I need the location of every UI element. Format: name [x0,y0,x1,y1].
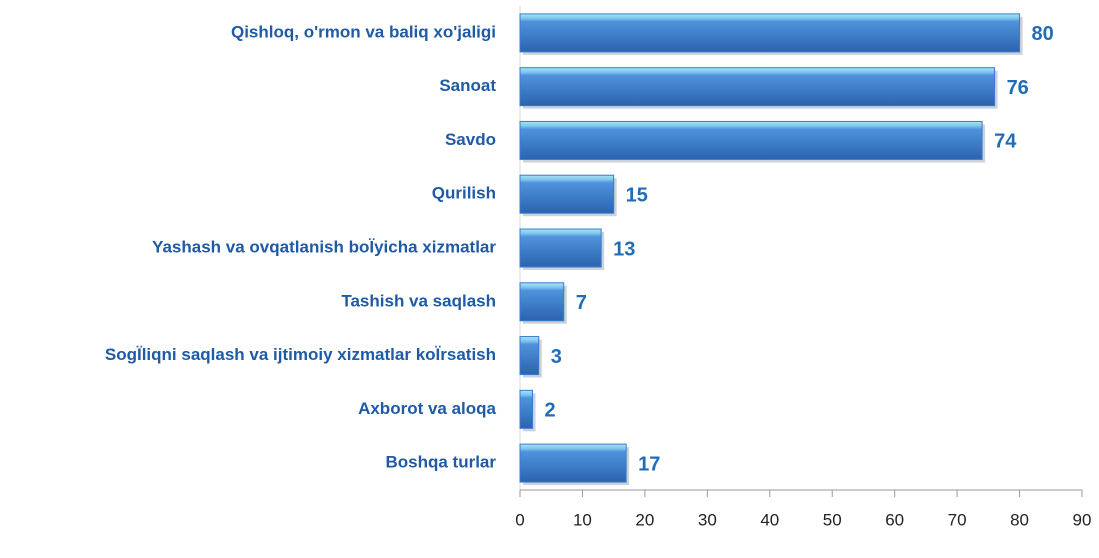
value-label: 15 [626,185,648,207]
x-tick-label: 90 [1073,510,1092,529]
y-tick-label: Tashish va saqlash [341,291,496,310]
x-tick-label: 80 [1010,510,1029,529]
x-tick-label: 40 [760,510,779,529]
x-tick-label: 70 [948,510,967,529]
bar [519,443,627,483]
y-tick-label: Yashash va ovqatlanish boÏyicha xizmatla… [152,237,496,256]
y-tick-label: Savdo [445,130,496,149]
y-tick-label: Qishloq, o'rmon va baliq xo'jaligi [231,22,496,41]
bar [519,67,996,107]
y-tick-label: Qurilish [432,184,496,203]
bar [519,282,565,322]
x-tick-label: 30 [698,510,717,529]
x-tick-label: 50 [823,510,842,529]
bar [519,336,540,376]
value-label: 3 [551,346,562,368]
value-label: 13 [613,238,635,260]
bar [519,13,1021,53]
bar [519,174,615,214]
value-label: 7 [576,292,587,314]
value-label: 74 [994,131,1017,153]
x-tick-label: 60 [885,510,904,529]
y-tick-label: Sanoat [439,76,496,95]
x-tick-label: 20 [635,510,654,529]
y-tick-label: Boshqa turlar [385,453,496,472]
x-tick-label: 10 [573,510,592,529]
x-tick-label: 0 [515,510,524,529]
value-label: 2 [544,400,555,422]
value-label: 76 [1007,77,1029,99]
bar [519,389,533,429]
y-tick-label: Axborot va aloqa [358,399,496,418]
bar [519,120,983,160]
y-tick-label: SogÏliqni saqlash va ijtimoiy xizmatlar … [105,345,496,364]
bar [519,228,602,268]
value-label: 80 [1032,23,1054,45]
value-label: 17 [638,453,660,475]
